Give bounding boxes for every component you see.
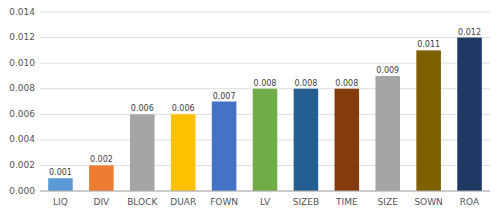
bar bbox=[212, 102, 237, 192]
chart: 0.000 0.002 0.004 0.006 0.008 0.010 0.012 0.014… bbox=[0, 0, 500, 213]
data-label: 0.011 bbox=[417, 40, 440, 49]
bar bbox=[171, 114, 196, 191]
x-tick-label: BLOCK bbox=[127, 197, 158, 207]
data-label: 0.001 bbox=[49, 168, 72, 177]
x-tick-label: DUAR bbox=[170, 197, 196, 207]
x-tick-label: FOWN bbox=[210, 197, 238, 207]
grid-line bbox=[40, 191, 490, 192]
bar bbox=[294, 89, 319, 191]
bar bbox=[375, 76, 400, 191]
bar bbox=[130, 114, 155, 191]
data-label: 0.006 bbox=[131, 104, 154, 113]
bar bbox=[48, 178, 73, 191]
data-label: 0.007 bbox=[213, 92, 236, 101]
x-tick-label: SOWN bbox=[414, 197, 442, 207]
bars bbox=[48, 38, 482, 191]
y-tick-label: 0.000 bbox=[9, 186, 35, 196]
data-label: 0.008 bbox=[294, 79, 317, 88]
data-label: 0.009 bbox=[376, 66, 399, 75]
bar bbox=[253, 89, 278, 191]
bar bbox=[335, 89, 360, 191]
x-tick-label: TIME bbox=[335, 197, 358, 207]
grid-line bbox=[40, 12, 490, 13]
y-tick-label: 0.010 bbox=[9, 58, 35, 68]
x-axis-line bbox=[40, 191, 490, 192]
x-tick-label: ROA bbox=[460, 197, 480, 207]
y-tick-label: 0.006 bbox=[9, 109, 35, 119]
x-tick-label: LIQ bbox=[53, 197, 68, 207]
data-label: 0.012 bbox=[458, 28, 481, 37]
y-tick-label: 0.008 bbox=[9, 83, 35, 93]
data-labels: 0.001 0.002 0.006 0.006 0.007 0.008 0.008 0.008… bbox=[49, 28, 481, 178]
bar bbox=[89, 165, 114, 191]
data-label: 0.006 bbox=[172, 104, 195, 113]
data-label: 0.008 bbox=[254, 79, 277, 88]
bar bbox=[457, 38, 482, 191]
x-tick-label: DIV bbox=[93, 197, 110, 207]
x-tick-label: SIZE bbox=[378, 197, 399, 207]
data-label: 0.008 bbox=[335, 79, 358, 88]
y-tick-label: 0.002 bbox=[9, 160, 35, 170]
bar bbox=[416, 50, 441, 191]
y-axis: 0.000 0.002 0.004 0.006 0.008 0.010 0.012 0.014 bbox=[9, 7, 490, 196]
data-label: 0.002 bbox=[90, 155, 113, 164]
x-tick-label: SIZEB bbox=[293, 197, 319, 207]
grid-line bbox=[40, 37, 490, 38]
x-axis: LIQ DIV BLOCK DUAR FOWN LV SIZEB TIME SIZE SOWN RO… bbox=[53, 197, 480, 207]
y-tick-label: 0.004 bbox=[9, 134, 35, 144]
y-tick-label: 0.012 bbox=[9, 32, 35, 42]
x-tick-label: LV bbox=[260, 197, 271, 207]
y-tick-label: 0.014 bbox=[9, 7, 35, 17]
